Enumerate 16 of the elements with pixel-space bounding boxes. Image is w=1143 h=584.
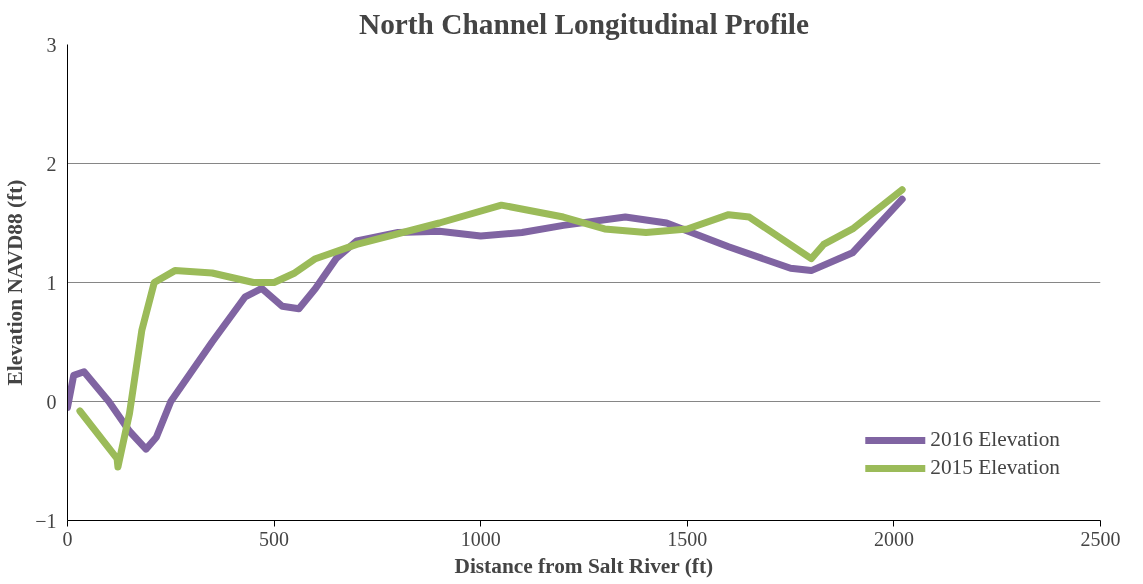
y-tick-label: 2: [46, 152, 57, 175]
chart-title: North Channel Longitudinal Profile: [358, 7, 810, 40]
x-tick-label: 2000: [873, 527, 914, 550]
x-tick-label: 0: [62, 527, 73, 550]
x-tick-label: 500: [259, 527, 290, 550]
x-tick-label: 1000: [460, 527, 501, 550]
y-tick-label: 1: [46, 271, 57, 294]
y-axis-title: Elevation NAVD88 (ft): [3, 179, 28, 386]
x-axis-title: Distance from Salt River (ft): [454, 553, 714, 578]
legend-label: 2016 Elevation: [930, 427, 1060, 452]
y-tick-label: −1: [35, 509, 57, 532]
x-tick-label: 2500: [1080, 527, 1121, 550]
y-tick-label: 0: [46, 390, 57, 413]
x-tick-label: 1500: [667, 527, 708, 550]
y-tick-label: 3: [46, 33, 57, 56]
legend-label: 2015 Elevation: [930, 455, 1060, 480]
